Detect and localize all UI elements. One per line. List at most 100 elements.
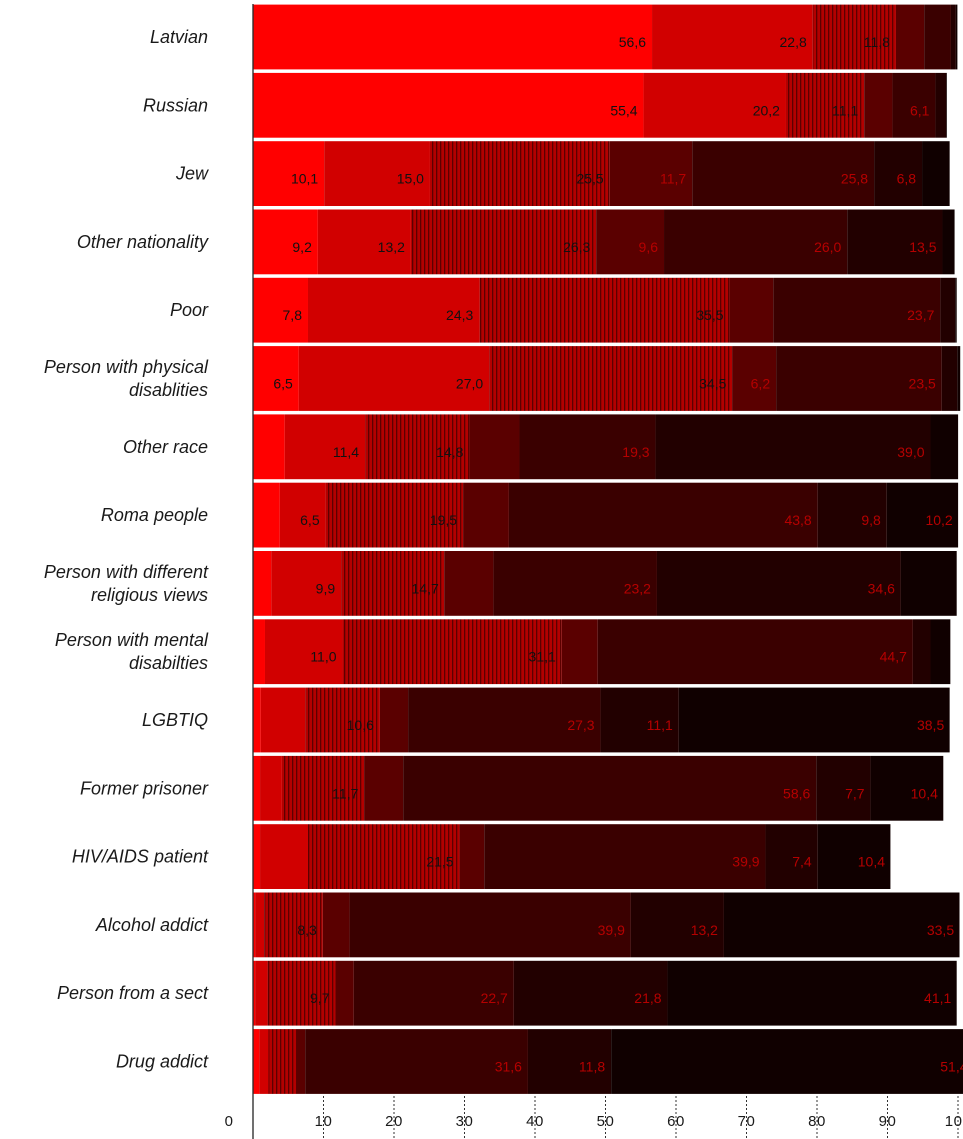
bar-segment (484, 823, 766, 890)
bar-segment (723, 891, 961, 958)
category-label: disabilties (129, 653, 208, 673)
bar-segment (886, 482, 959, 549)
bar-segment (259, 1028, 269, 1095)
data-label: 39,0 (897, 444, 924, 460)
bar-row (252, 686, 951, 754)
bar-segment (930, 413, 959, 480)
bar-segment (298, 345, 490, 412)
x-tick-label: 30 (456, 1113, 474, 1130)
bar-segment (325, 482, 464, 549)
bar-segment (264, 618, 343, 685)
data-label: 9,8 (861, 512, 881, 528)
data-label: 7,4 (792, 854, 812, 870)
bar-segment (253, 618, 265, 685)
data-label: 22,8 (780, 34, 807, 50)
data-label: 11,1 (832, 102, 858, 118)
data-label: 13,2 (378, 239, 405, 255)
bar-segment (253, 140, 325, 207)
bar-segment (729, 277, 774, 344)
bar-segment (253, 550, 272, 617)
bar-segment (260, 687, 306, 753)
bar-segment (655, 413, 931, 480)
bar-segment (353, 960, 514, 1027)
category-label: Person with mental (55, 630, 209, 650)
bar-segment (324, 140, 430, 207)
bar-segment (253, 960, 256, 1027)
category-label: Jew (175, 164, 209, 184)
data-label: 20,2 (753, 102, 780, 118)
data-label: 8,3 (297, 922, 317, 938)
bar-segment (489, 345, 733, 412)
bar-segment (253, 482, 280, 549)
category-label: Russian (143, 95, 208, 115)
data-label: 10,4 (858, 854, 885, 870)
data-label: 19,5 (430, 512, 457, 528)
bar-segment (785, 72, 865, 139)
bar-segment (776, 345, 942, 412)
x-tick-label: 60 (667, 1113, 685, 1130)
bar-segment (652, 4, 813, 70)
bar-segment (307, 277, 480, 344)
bar-segment (253, 72, 644, 139)
data-label: 27,0 (456, 376, 483, 392)
x-tick-label: 50 (597, 1113, 615, 1130)
bar-segment (296, 1028, 306, 1095)
x-tick-label: 70 (738, 1113, 756, 1130)
bar-segment (305, 687, 380, 753)
x-tick-label: 80 (808, 1113, 826, 1130)
bar-row (252, 3, 959, 71)
data-label: 15,0 (397, 171, 424, 187)
data-label: 6,8 (897, 171, 917, 187)
x-tick-label: 0 (225, 1113, 234, 1130)
category-label: Latvian (150, 27, 208, 47)
data-label: 23,2 (624, 580, 651, 596)
x-tick-label: 90 (879, 1113, 897, 1130)
bar-segment (892, 72, 936, 139)
data-label: 34,5 (699, 376, 726, 392)
bar-row (252, 208, 956, 276)
bar-segment (817, 823, 892, 890)
data-label: 23,5 (909, 376, 936, 392)
x-tick-label: 20 (385, 1113, 403, 1130)
bar-segment (895, 4, 925, 70)
data-label: 41,1 (924, 990, 951, 1006)
bar-segment (307, 823, 460, 890)
bar-segment (253, 208, 318, 275)
category-label: HIV/AIDS patient (72, 847, 209, 867)
bar-segment (955, 277, 958, 344)
data-label: 11,7 (332, 785, 358, 801)
bar-segment (812, 4, 896, 70)
bar-segment (816, 755, 871, 822)
bar-segment (408, 687, 601, 753)
data-label: 27,3 (567, 717, 594, 733)
data-label: 7,7 (845, 785, 865, 801)
data-label: 38,5 (917, 717, 944, 733)
data-label: 31,6 (495, 1059, 522, 1075)
data-label: 11,8 (864, 34, 890, 50)
category-label: Poor (170, 300, 209, 320)
data-label: 55,4 (610, 102, 637, 118)
bar-segment (253, 1028, 260, 1095)
data-label: 10,6 (347, 717, 374, 733)
data-label: 10,2 (925, 512, 952, 528)
bar-segment (946, 72, 948, 139)
bar-segment (941, 345, 958, 412)
bar-segment (935, 72, 947, 139)
bar-segment (459, 823, 485, 890)
bar-segment (942, 208, 956, 275)
bar-row (252, 549, 958, 618)
bar-segment (253, 277, 308, 344)
category-label: Alcohol addict (95, 915, 209, 935)
category-label: disablities (129, 380, 208, 400)
data-label: 21,5 (426, 854, 453, 870)
bar-segment (924, 4, 951, 70)
bar-segment (513, 960, 668, 1027)
category-label: Roma people (101, 505, 208, 525)
bar-segment (664, 208, 848, 275)
bar-segment (643, 72, 786, 139)
bar-row (252, 822, 892, 891)
bar-segment (692, 140, 875, 207)
data-label: 13,5 (909, 239, 936, 255)
data-label: 24,3 (446, 307, 473, 323)
